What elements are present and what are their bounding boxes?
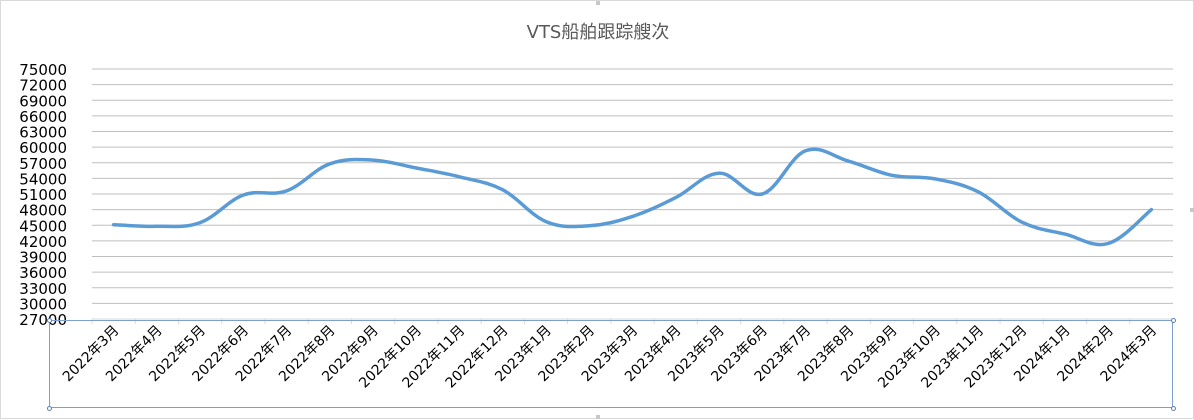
data-point[interactable] [1148, 207, 1154, 213]
y-tick-label: 30000 [19, 295, 67, 313]
y-tick-label: 42000 [19, 233, 67, 251]
series-layer [111, 147, 1154, 247]
data-point[interactable] [197, 220, 203, 226]
data-point[interactable] [1105, 240, 1111, 246]
data-point[interactable] [543, 219, 549, 225]
plot-area-selection-frame[interactable] [49, 320, 1173, 408]
data-point[interactable] [111, 222, 117, 228]
y-tick-label: 63000 [19, 124, 67, 142]
y-tick-label: 60000 [19, 139, 67, 157]
data-point[interactable] [716, 170, 722, 176]
chart-edge-handle-top[interactable] [596, 1, 600, 5]
selection-handle-bottom-right[interactable] [1171, 406, 1176, 411]
y-tick-label: 69000 [19, 92, 67, 110]
data-point[interactable] [932, 176, 938, 182]
y-tick-label: 45000 [19, 217, 67, 235]
data-point[interactable] [413, 165, 419, 171]
selection-handle-bottom-left[interactable] [47, 406, 52, 411]
y-tick-label: 33000 [19, 280, 67, 298]
data-point[interactable] [630, 213, 636, 219]
selection-handle-top-left[interactable] [47, 318, 52, 323]
data-point[interactable] [370, 157, 376, 163]
y-tick-label: 39000 [19, 249, 67, 267]
y-tick-label: 51000 [19, 186, 67, 204]
chart-edge-handle-bottom[interactable] [596, 415, 600, 419]
gridlines [91, 68, 1174, 324]
data-point[interactable] [586, 223, 592, 229]
y-axis-tick-labels: 7500072000690006600063000600005700054000… [19, 61, 67, 329]
data-point[interactable] [975, 189, 981, 195]
data-point[interactable] [1019, 219, 1025, 225]
series-line[interactable] [111, 147, 1154, 247]
y-tick-label: 72000 [19, 77, 67, 95]
y-tick-label: 75000 [19, 61, 67, 79]
data-point[interactable] [457, 174, 463, 180]
data-point[interactable] [802, 148, 808, 154]
y-tick-label: 57000 [19, 155, 67, 173]
data-point[interactable] [759, 191, 765, 197]
data-point[interactable] [1062, 231, 1068, 237]
data-point[interactable] [846, 158, 852, 164]
y-tick-label: 36000 [19, 264, 67, 282]
y-tick-label: 48000 [19, 202, 67, 220]
data-point[interactable] [673, 195, 679, 201]
selection-handle-top-right[interactable] [1171, 318, 1176, 323]
chart-edge-handle-right[interactable] [1190, 208, 1194, 212]
y-tick-label: 54000 [19, 170, 67, 188]
data-point[interactable] [240, 192, 246, 198]
chart-title: VTS船舶跟踪艘次 [527, 22, 670, 43]
y-tick-label: 27000 [19, 311, 67, 329]
data-point[interactable] [154, 223, 160, 229]
data-point[interactable] [327, 161, 333, 167]
data-point[interactable] [500, 187, 506, 193]
data-point[interactable] [284, 188, 290, 194]
y-tick-label: 66000 [19, 108, 67, 126]
data-point[interactable] [889, 172, 895, 178]
